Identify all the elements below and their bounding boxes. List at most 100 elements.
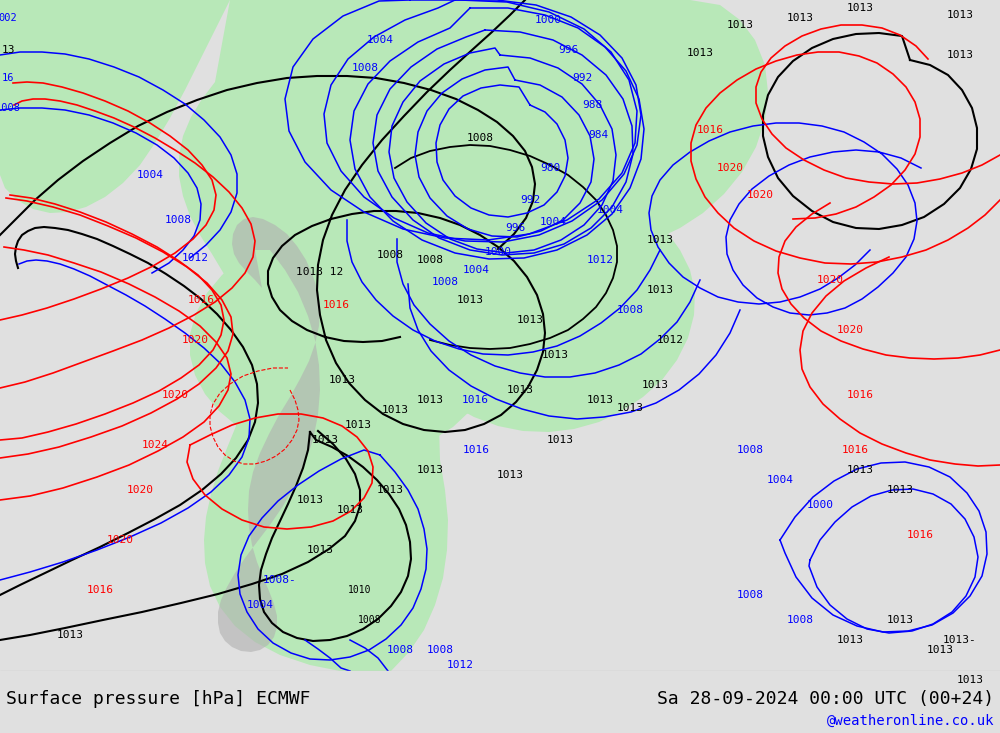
Text: 1008: 1008 bbox=[432, 277, 458, 287]
Text: 1000: 1000 bbox=[806, 500, 834, 510]
Text: 1008: 1008 bbox=[416, 255, 444, 265]
Text: 1013: 1013 bbox=[542, 350, 568, 360]
Text: 1020: 1020 bbox=[816, 275, 844, 285]
Text: 1013: 1013 bbox=[887, 615, 914, 625]
Text: 1013: 1013 bbox=[646, 285, 674, 295]
Text: 1020: 1020 bbox=[716, 163, 744, 173]
Text: 1013: 1013 bbox=[926, 645, 954, 655]
Text: 1000: 1000 bbox=[484, 247, 512, 257]
Text: 1013: 1013 bbox=[686, 48, 714, 58]
Text: 1013: 1013 bbox=[642, 380, 668, 390]
Polygon shape bbox=[179, 0, 768, 671]
Text: 1013: 1013 bbox=[456, 295, 484, 305]
Polygon shape bbox=[218, 217, 320, 652]
Text: 1013: 1013 bbox=[376, 485, 404, 495]
Text: 1020: 1020 bbox=[182, 335, 208, 345]
Text: 1016: 1016 bbox=[87, 585, 114, 595]
Text: 1013-: 1013- bbox=[943, 635, 977, 645]
Text: 1008: 1008 bbox=[0, 103, 20, 113]
Text: 1008: 1008 bbox=[616, 305, 644, 315]
Text: 1013: 1013 bbox=[846, 3, 874, 13]
Text: 1013: 1013 bbox=[786, 13, 814, 23]
Text: 1013: 1013 bbox=[887, 485, 914, 495]
Text: 1016: 1016 bbox=[462, 395, 488, 405]
Text: 1008: 1008 bbox=[736, 590, 764, 600]
Text: 1016: 1016 bbox=[696, 125, 724, 135]
Text: 1013: 1013 bbox=[586, 395, 614, 405]
Text: 1013: 1013 bbox=[328, 375, 356, 385]
Text: 1016: 1016 bbox=[323, 300, 350, 310]
Text: 1004: 1004 bbox=[136, 170, 164, 180]
Text: 1013: 1013 bbox=[616, 403, 644, 413]
Text: 1012: 1012 bbox=[182, 253, 208, 263]
Text: 1013: 1013 bbox=[646, 235, 674, 245]
Text: 002: 002 bbox=[0, 13, 17, 23]
Text: 1004: 1004 bbox=[246, 600, 274, 610]
Text: 1013: 1013 bbox=[312, 435, 338, 445]
Text: 16: 16 bbox=[2, 73, 14, 83]
Polygon shape bbox=[0, 0, 230, 213]
Text: 1012: 1012 bbox=[586, 255, 614, 265]
Text: 992: 992 bbox=[520, 195, 540, 205]
Text: 1013: 1013 bbox=[344, 420, 372, 430]
Text: 1008: 1008 bbox=[376, 250, 404, 260]
Text: 1020: 1020 bbox=[746, 190, 774, 200]
Text: 1008: 1008 bbox=[352, 63, 378, 73]
Text: 1008: 1008 bbox=[736, 445, 764, 455]
Text: 1012: 1012 bbox=[446, 660, 474, 670]
Text: 1016: 1016 bbox=[846, 390, 874, 400]
Text: 1020: 1020 bbox=[126, 485, 154, 495]
Text: 1013: 1013 bbox=[956, 675, 984, 685]
Text: 980: 980 bbox=[540, 163, 560, 173]
Text: 1016: 1016 bbox=[462, 445, 490, 455]
Text: 1013: 1013 bbox=[336, 505, 364, 515]
Text: @weatheronline.co.uk: @weatheronline.co.uk bbox=[826, 714, 994, 728]
Text: 1016: 1016 bbox=[842, 445, 868, 455]
Text: 988: 988 bbox=[582, 100, 602, 110]
Text: 1013: 1013 bbox=[726, 20, 754, 30]
Text: 1008: 1008 bbox=[164, 215, 192, 225]
Text: 1013: 1013 bbox=[306, 545, 334, 555]
Text: 1024: 1024 bbox=[142, 440, 168, 450]
Text: 1013: 1013 bbox=[836, 635, 864, 645]
Text: 1020: 1020 bbox=[162, 390, 188, 400]
Text: 1008: 1008 bbox=[786, 615, 814, 625]
Text: 1013: 1013 bbox=[416, 465, 444, 475]
Bar bbox=[0, 671, 1000, 733]
Text: Surface pressure [hPa] ECMWF: Surface pressure [hPa] ECMWF bbox=[6, 690, 310, 708]
Text: 1013: 1013 bbox=[296, 495, 324, 505]
Text: 1004: 1004 bbox=[540, 217, 566, 227]
Text: 1008: 1008 bbox=[466, 133, 494, 143]
Text: 1013: 1013 bbox=[56, 630, 84, 640]
Text: 1013: 1013 bbox=[382, 405, 409, 415]
Text: 1013: 1013 bbox=[416, 395, 444, 405]
Text: 1020: 1020 bbox=[836, 325, 864, 335]
Text: 1013: 1013 bbox=[507, 385, 534, 395]
Text: 1012: 1012 bbox=[656, 335, 684, 345]
Text: 996: 996 bbox=[558, 45, 578, 55]
Text: Sa 28-09-2024 00:00 UTC (00+24): Sa 28-09-2024 00:00 UTC (00+24) bbox=[657, 690, 994, 708]
Text: 1013: 1013 bbox=[496, 470, 524, 480]
Text: 1008: 1008 bbox=[426, 645, 454, 655]
Text: 1008-: 1008- bbox=[263, 575, 297, 585]
Text: 1016-: 1016- bbox=[188, 295, 222, 305]
Text: 1004: 1004 bbox=[767, 475, 794, 485]
Text: 1008: 1008 bbox=[358, 615, 382, 625]
Text: 1020: 1020 bbox=[106, 535, 134, 545]
Text: 1013: 1013 bbox=[846, 465, 874, 475]
Text: 984: 984 bbox=[588, 130, 608, 140]
Text: 1004: 1004 bbox=[366, 35, 394, 45]
Text: 1004: 1004 bbox=[596, 205, 624, 215]
Text: 1010: 1010 bbox=[348, 585, 372, 595]
Text: 996: 996 bbox=[505, 223, 525, 233]
Text: 13: 13 bbox=[1, 45, 15, 55]
Text: 992: 992 bbox=[572, 73, 592, 83]
Text: 1004: 1004 bbox=[462, 265, 490, 275]
Text: 1000: 1000 bbox=[534, 15, 562, 25]
Text: 1008: 1008 bbox=[386, 645, 414, 655]
Text: 1013: 1013 bbox=[946, 50, 974, 60]
Text: 1013: 1013 bbox=[946, 10, 974, 20]
Text: 1013: 1013 bbox=[516, 315, 544, 325]
Text: 1013: 1013 bbox=[546, 435, 574, 445]
Text: 1016: 1016 bbox=[906, 530, 934, 540]
